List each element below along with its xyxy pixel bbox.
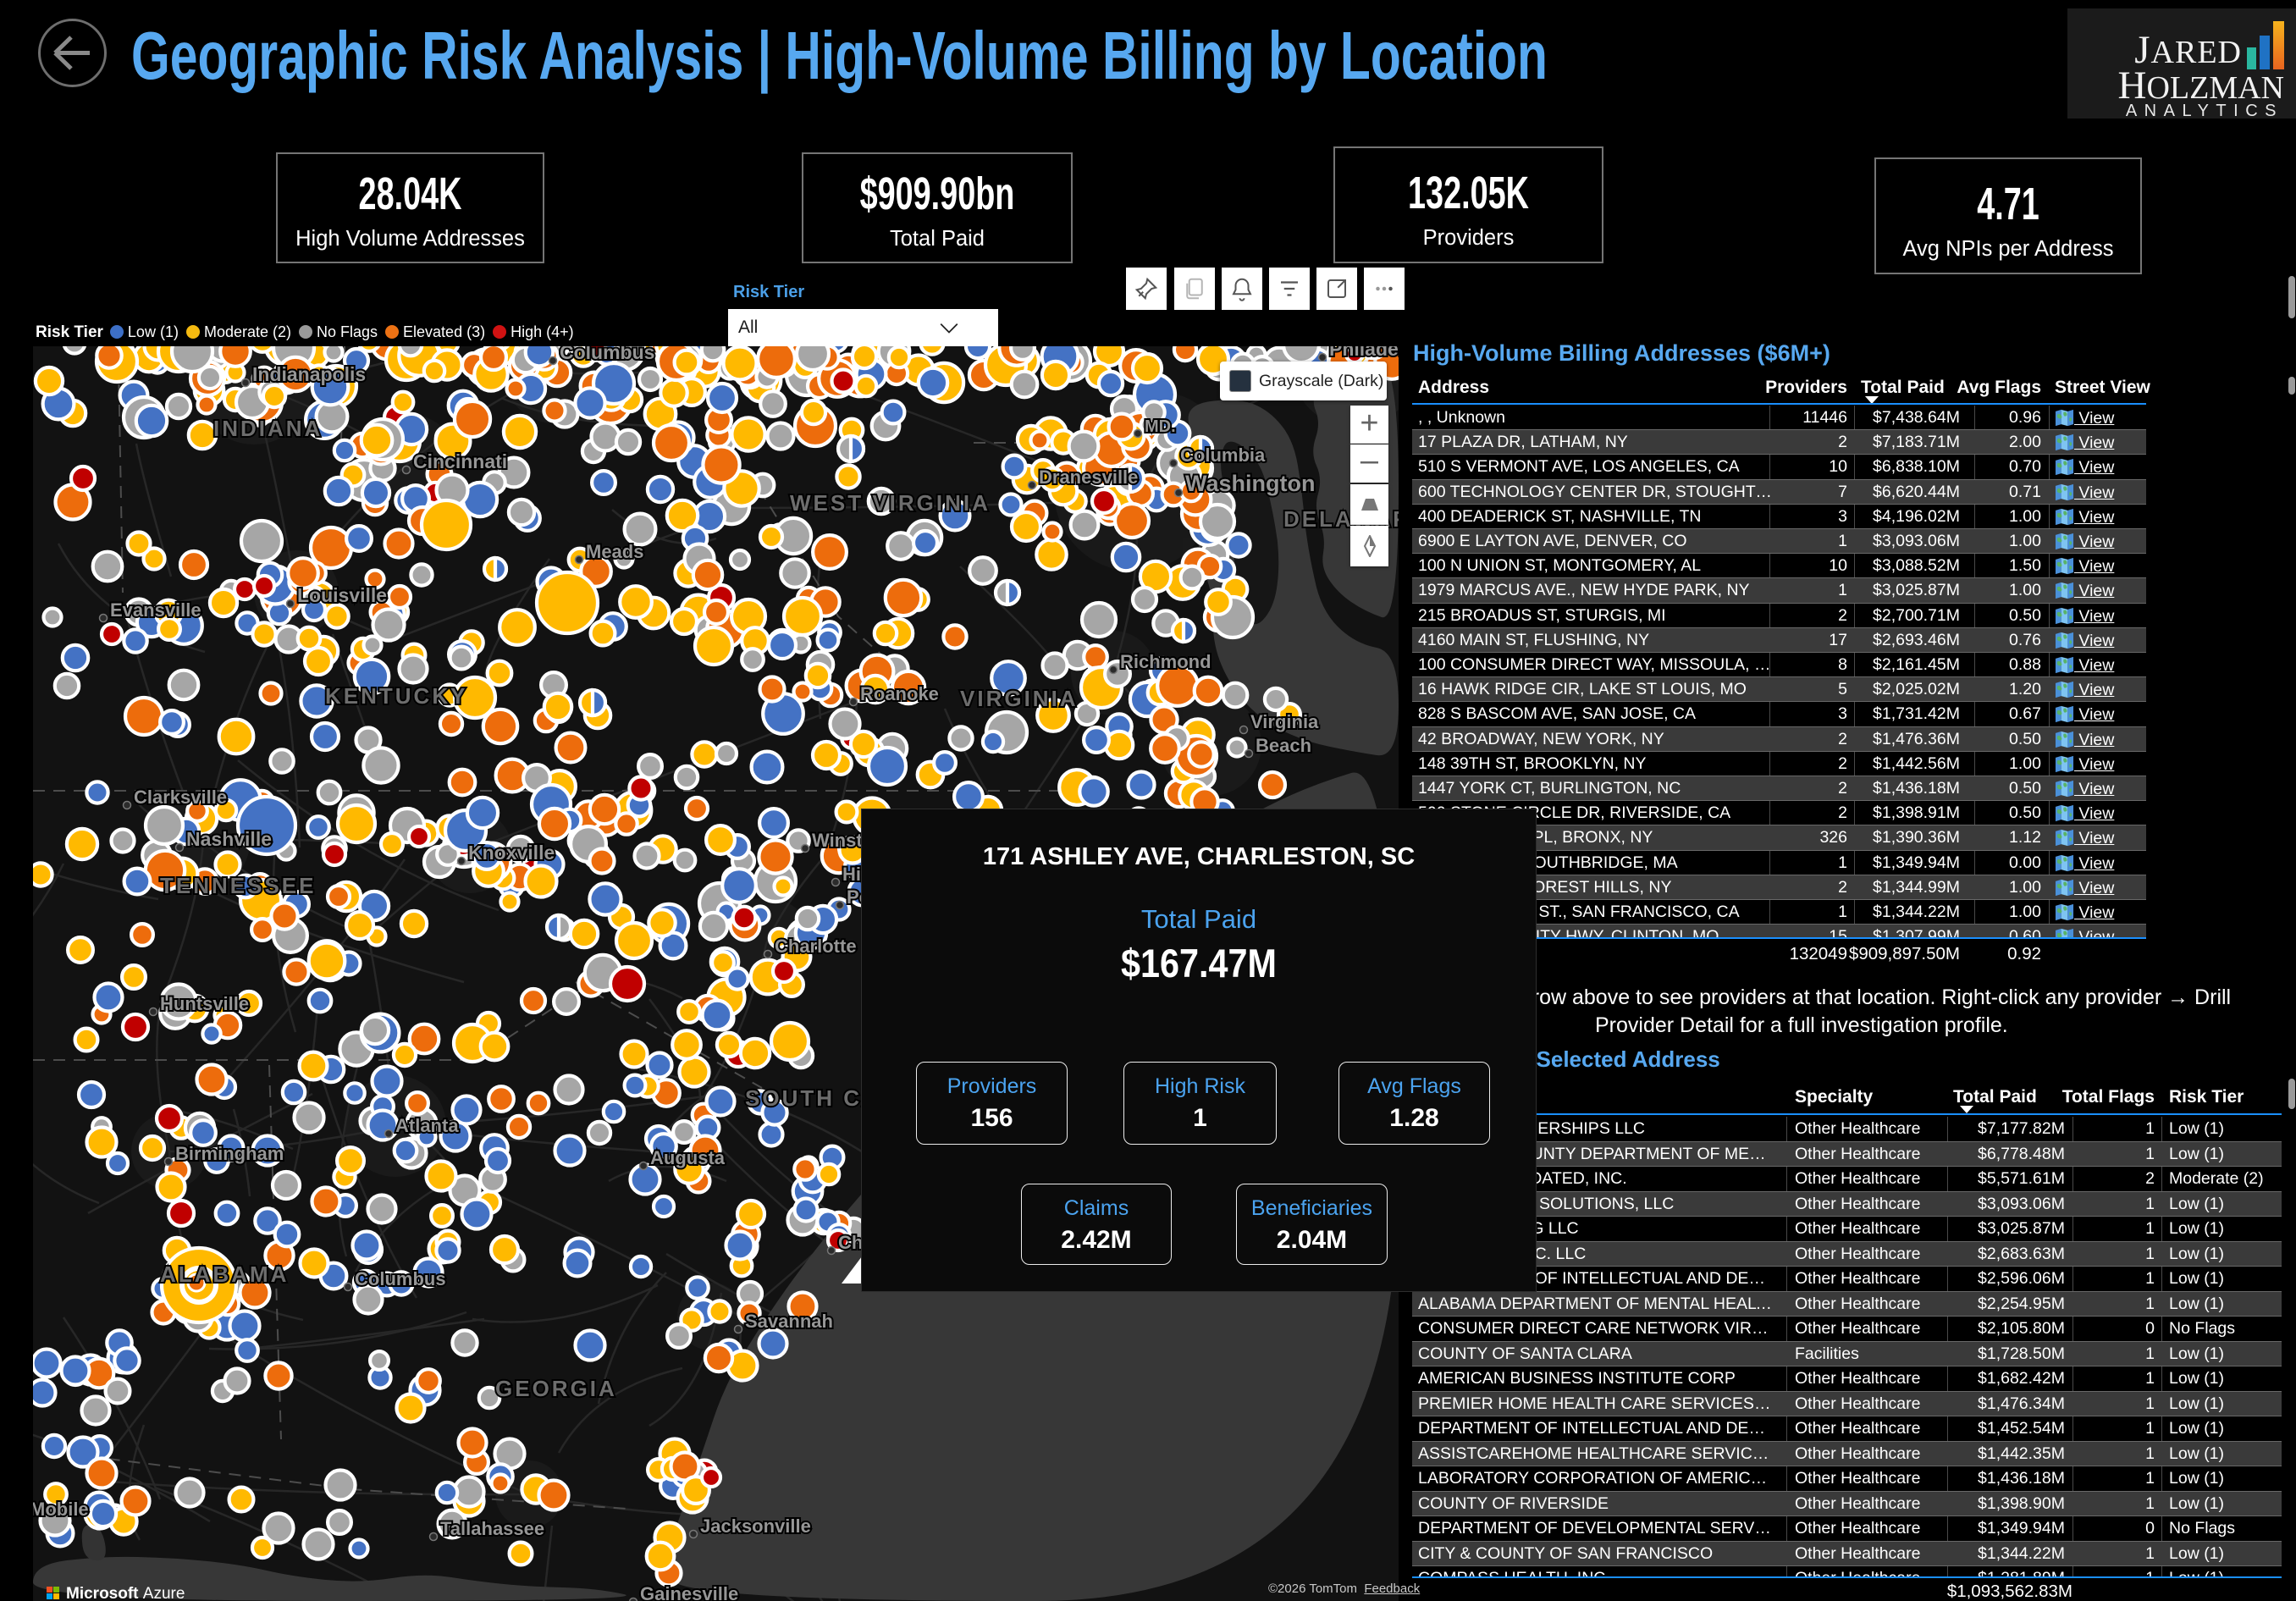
svg-text:Clarksville: Clarksville bbox=[134, 787, 227, 808]
svg-text:Washington: Washington bbox=[1185, 471, 1315, 496]
svg-text:Knoxville: Knoxville bbox=[468, 842, 555, 864]
svg-text:Columbia: Columbia bbox=[1180, 444, 1266, 466]
svg-text:Huntsville: Huntsville bbox=[160, 993, 249, 1014]
svg-text:KENTUCKY: KENTUCKY bbox=[325, 683, 467, 709]
svg-text:ALABAMA: ALABAMA bbox=[160, 1261, 289, 1287]
svg-text:Beach: Beach bbox=[1256, 735, 1311, 756]
svg-text:Charlotte: Charlotte bbox=[775, 936, 857, 957]
svg-text:Evansville: Evansville bbox=[110, 599, 201, 621]
svg-text:WEST VIRGINIA: WEST VIRGINIA bbox=[790, 490, 991, 516]
svg-text:MD.: MD. bbox=[1145, 417, 1176, 436]
svg-text:Virginia: Virginia bbox=[1250, 711, 1319, 732]
svg-text:Meads: Meads bbox=[586, 541, 643, 562]
svg-text:Nashville: Nashville bbox=[186, 828, 272, 850]
svg-text:Columbus: Columbus bbox=[560, 346, 654, 363]
svg-text:Columbus: Columbus bbox=[355, 1268, 446, 1289]
svg-text:Atlanta: Atlanta bbox=[395, 1115, 459, 1136]
svg-text:Tallahassee: Tallahassee bbox=[440, 1518, 544, 1539]
svg-text:VIRGINIA: VIRGINIA bbox=[960, 686, 1079, 711]
svg-text:Augusta: Augusta bbox=[650, 1147, 726, 1168]
svg-text:Richmond: Richmond bbox=[1120, 651, 1211, 672]
svg-text:Savannah: Savannah bbox=[745, 1311, 833, 1332]
svg-text:Mobile: Mobile bbox=[33, 1499, 89, 1520]
svg-text:INDIANA: INDIANA bbox=[213, 416, 323, 441]
svg-text:Philadelphia: Philadelphia bbox=[1329, 346, 1399, 360]
svg-text:TENNESSEE: TENNESSEE bbox=[160, 873, 317, 898]
svg-text:Roanoke: Roanoke bbox=[860, 683, 939, 704]
svg-text:Dranesville: Dranesville bbox=[1039, 466, 1138, 488]
svg-text:Birmingham: Birmingham bbox=[175, 1143, 284, 1164]
svg-text:GEORGIA: GEORGIA bbox=[495, 1376, 617, 1401]
svg-text:Jacksonville: Jacksonville bbox=[700, 1515, 811, 1537]
svg-text:Indianapolis: Indianapolis bbox=[252, 363, 366, 385]
svg-text:Louisville: Louisville bbox=[297, 584, 387, 606]
svg-text:Gainesville: Gainesville bbox=[640, 1583, 738, 1601]
svg-text:Cincinnati: Cincinnati bbox=[413, 450, 507, 472]
